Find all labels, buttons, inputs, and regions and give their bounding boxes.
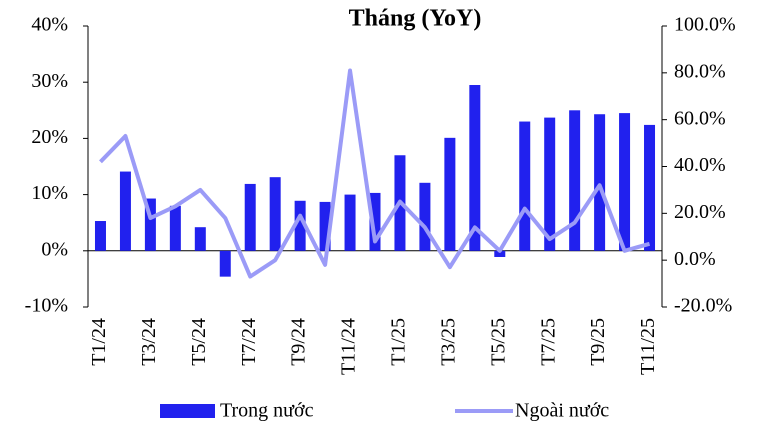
x-tick-label: T7/25: [537, 318, 559, 366]
bar: [344, 194, 356, 251]
bar: [644, 124, 656, 251]
line: [99, 68, 651, 279]
bar: [619, 113, 631, 251]
y-tick-label: 20%: [31, 126, 68, 148]
bar: [269, 177, 281, 251]
y2-tick-label: 0.0%: [674, 248, 716, 270]
bar: [594, 114, 606, 251]
chart-title: Tháng (YoY): [349, 6, 482, 32]
x-tick-label: T5/25: [487, 318, 509, 366]
bar: [119, 171, 131, 251]
bar: [544, 117, 556, 251]
x-tick-label: T11/25: [637, 318, 659, 375]
legend-label: Trong nước: [220, 400, 314, 422]
bar: [569, 110, 581, 251]
y-tick-label: 40%: [31, 14, 68, 36]
x-tick-label: T1/25: [388, 318, 410, 366]
bar: [469, 85, 481, 251]
y2-tick-label: -20.0%: [674, 295, 732, 317]
bar: [444, 137, 456, 251]
legend-swatch: [160, 404, 215, 418]
y2-tick-label: 20.0%: [674, 201, 726, 223]
y2-tick-label: 60.0%: [674, 107, 726, 129]
x-tick-label: T5/24: [188, 318, 210, 366]
x-tick-label: T3/24: [138, 318, 160, 366]
bar: [319, 201, 331, 251]
bar: [369, 192, 381, 251]
bar: [294, 200, 306, 251]
bar: [94, 221, 106, 251]
y2-tick-label: 80.0%: [674, 60, 726, 82]
legend-label: Ngoài nước: [515, 400, 609, 422]
y-tick-label: 10%: [31, 182, 68, 204]
y2-tick-label: 100.0%: [674, 14, 736, 36]
x-tick-label: T9/24: [288, 318, 310, 366]
y2-tick-label: 40.0%: [674, 154, 726, 176]
bar: [519, 121, 531, 251]
bar: [494, 250, 506, 257]
x-tick-label: T11/24: [338, 318, 360, 375]
bar: [144, 198, 156, 251]
x-tick-label: T1/24: [88, 318, 110, 366]
bar: [219, 250, 231, 277]
bar: [169, 205, 181, 251]
y-tick-label: 30%: [31, 70, 68, 92]
x-tick-label: T9/25: [587, 318, 609, 366]
x-tick-label: T3/25: [437, 318, 459, 366]
y-tick-label: 0%: [41, 238, 68, 260]
bar: [194, 227, 206, 251]
bar: [244, 183, 256, 251]
y-tick-label: -10%: [25, 295, 68, 317]
bar: [419, 182, 431, 251]
x-tick-label: T7/24: [238, 318, 260, 366]
